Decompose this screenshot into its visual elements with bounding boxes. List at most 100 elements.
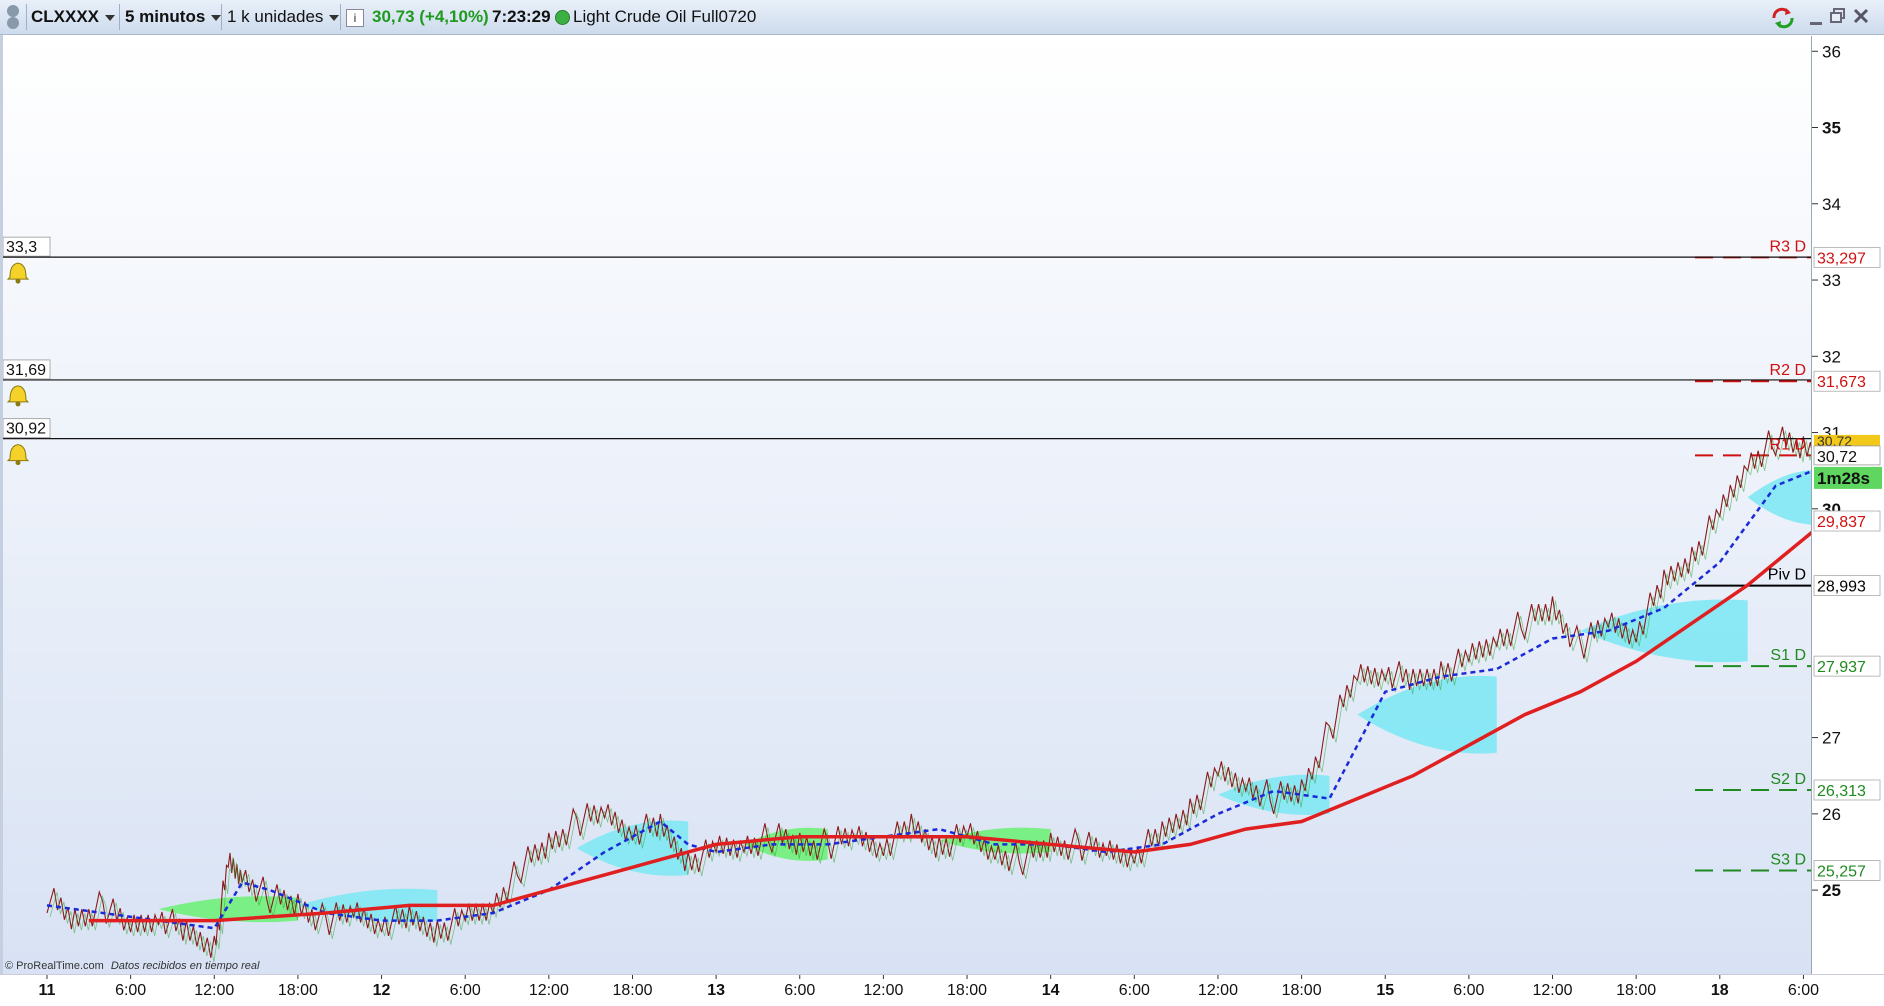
status-dot-icon — [555, 10, 570, 26]
chevron-down-icon — [329, 14, 340, 21]
price-chart[interactable]: 33,3 31,69 30,92 R3 D R2 D R1 D Piv D S1 D S2 D… — [2, 36, 1833, 974]
minimize-icon[interactable] — [1808, 6, 1826, 33]
clock-time: 7:23:29 — [492, 7, 551, 26]
time-tick-label: 18:00 — [612, 982, 652, 999]
pivot-value-box — [1813, 246, 1881, 268]
pivot-label: R2 D — [1770, 362, 1806, 379]
alert-label: 30,92 — [6, 421, 46, 438]
toolbar: CLXXXX 5 minutos 1 k unidades i 30,73 (+… — [0, 0, 1884, 35]
countdown-label: 1m28s — [1817, 469, 1870, 488]
symbol-label: CLXXXX — [31, 7, 100, 26]
bell-body — [6, 262, 30, 280]
last-price-badge — [1814, 434, 1880, 447]
restore-icon[interactable] — [1829, 6, 1847, 33]
time-tick-label: 12:00 — [1198, 982, 1238, 999]
last-price-badge-label: 30,72 — [1817, 433, 1852, 449]
symbol-selector[interactable]: CLXXXX — [31, 0, 116, 34]
toolbar-logo[interactable] — [4, 0, 22, 34]
logo-icon — [7, 5, 19, 29]
pivot-value-label: 28,993 — [1817, 579, 1866, 596]
time-tick-label: 6:00 — [115, 982, 146, 999]
time-tick-label: 12 — [373, 982, 391, 999]
pivot-value-label: 33,297 — [1817, 250, 1866, 267]
bell-clapper — [15, 460, 21, 466]
price-tick-label: 35 — [1822, 119, 1841, 138]
price-tick-label: 26 — [1822, 805, 1841, 824]
chevron-down-icon — [211, 14, 222, 21]
pivot-value-label: 26,313 — [1817, 783, 1866, 800]
alert-label: 33,3 — [6, 239, 37, 256]
last-price-label: 30,72 — [1817, 449, 1857, 466]
footer-credit: © ProRealTime.com Datos recibidos en tie… — [5, 960, 259, 972]
last-price-box — [1813, 445, 1881, 466]
moving-average-line — [88, 515, 1833, 923]
price-tick-label: 27 — [1822, 729, 1841, 748]
cloud-segment — [1747, 469, 1832, 525]
footer-note: Datos recibidos en tiempo real — [110, 960, 260, 972]
price-axis-svg: 3635343332313027262533,29731,67329,83728… — [1812, 42, 1882, 900]
info-icon: i — [346, 8, 364, 27]
bell-icon — [6, 444, 30, 466]
left-gutter — [0, 35, 3, 975]
pivot-value-box — [1813, 370, 1881, 392]
refresh-icon[interactable] — [1770, 6, 1796, 35]
timeframe-selector[interactable]: 5 minutos — [125, 0, 222, 34]
pivot-value-label: 29,837 — [1817, 514, 1866, 531]
pivot-value-label: 25,257 — [1817, 864, 1866, 881]
bell-clapper — [15, 278, 21, 284]
time-tick-label: 18:00 — [947, 982, 987, 999]
time-tick-label: 6:00 — [1788, 982, 1819, 999]
pivot-value-label: 31,673 — [1817, 374, 1866, 391]
time-axis[interactable]: 11 6:00 12:00 18:00 12 6:00 12:00 18:00 13 6:00 12… — [0, 974, 1884, 1000]
status-dot — [555, 0, 570, 34]
close-icon[interactable] — [1851, 6, 1871, 33]
time-tick-label: 13 — [707, 982, 725, 999]
alert-label-box — [2, 359, 51, 380]
time-tick-label: 11 — [39, 982, 56, 999]
pivot-label: R1 D — [1770, 436, 1806, 453]
time-tick-label: 6:00 — [450, 982, 481, 999]
tenkan-series-line — [46, 461, 1832, 930]
pivot-value-box — [1813, 860, 1881, 881]
pivot-label: R3 D — [1770, 238, 1806, 255]
bell-icon — [6, 385, 30, 407]
chart-plot-area[interactable]: 33,3 31,69 30,92 R3 D R2 D R1 D Piv D S1 D S2 D… — [2, 36, 1833, 974]
pivot-value-label: 27,937 — [1817, 659, 1866, 676]
pivot-value-box — [1813, 575, 1881, 597]
countdown-box — [1814, 466, 1882, 489]
bell-body — [6, 385, 30, 403]
time-tick-label: 18:00 — [1282, 982, 1322, 999]
alert-label-box — [2, 236, 51, 257]
price-axis[interactable]: 36 35 34 33 32 31 30 27 26 25 33,297 31,673 29,837 28… — [1811, 36, 1884, 974]
units-selector[interactable]: 1 k unidades — [227, 0, 340, 34]
time-tick-label: 12:00 — [1532, 982, 1572, 999]
price-tick-label: 33 — [1822, 271, 1841, 290]
time-tick-label: 12:00 — [194, 982, 234, 999]
price-tick-label: 36 — [1822, 42, 1841, 61]
time-tick-label: 18 — [1711, 982, 1729, 999]
price-tick-label: 34 — [1822, 195, 1841, 214]
time-tick-label: 12:00 — [529, 982, 569, 999]
pivot-value-box — [1813, 779, 1881, 801]
cloud-segment — [576, 820, 689, 876]
alert-label: 31,69 — [6, 362, 46, 379]
pivot-label: Piv D — [1768, 567, 1806, 584]
units-label: 1 k unidades — [227, 7, 324, 26]
pivot-label: S1 D — [1770, 647, 1806, 664]
time-axis-svg: 11 6:00 12:00 18:00 12 6:00 12:00 18:00 13 6:00 12… — [39, 975, 1819, 999]
pivot-label: S3 D — [1770, 852, 1806, 869]
time-tick-label: 18:00 — [1616, 982, 1656, 999]
price-change: 30,73 (+4,10%) — [372, 7, 489, 26]
time-tick-label: 6:00 — [1119, 982, 1150, 999]
chevron-down-icon — [105, 14, 116, 21]
time-tick-label: 18:00 — [278, 982, 318, 999]
pivot-value-box — [1813, 510, 1881, 532]
alert-label-box — [2, 418, 51, 439]
price-tick-label: 25 — [1822, 881, 1841, 900]
instrument-name: Light Crude Oil Full0720 — [573, 7, 757, 26]
timeframe-label: 5 minutos — [125, 7, 206, 26]
info-button[interactable]: i — [346, 0, 364, 34]
footer-brand: © ProRealTime.com — [5, 960, 104, 972]
bell-icon — [6, 262, 30, 284]
time-tick-label: 12:00 — [863, 982, 903, 999]
